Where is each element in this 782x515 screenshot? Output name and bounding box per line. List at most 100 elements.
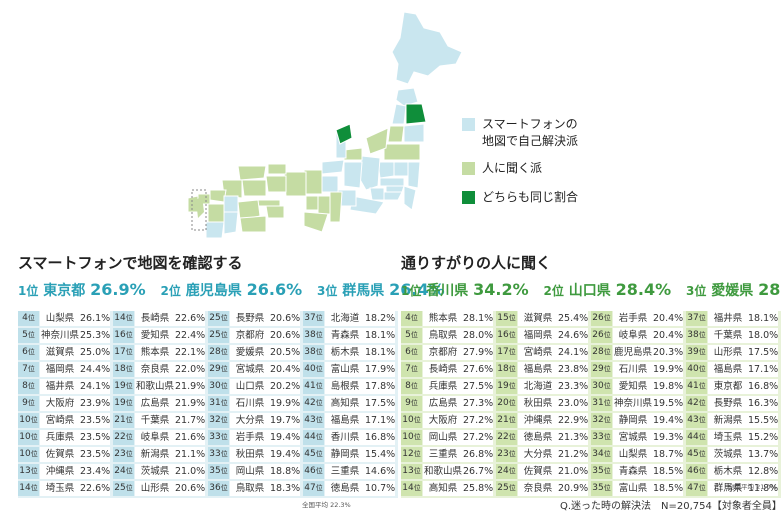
percentage-value: 17.5% [748,345,779,360]
rank-badge: 32位 [208,413,229,428]
prefecture-name: 佐賀県 [40,447,80,462]
ranking-column: 25位 長野県 20.6% 25位 京都府 20.6% 28位 愛媛県 20.5% 29位 宮城県 2… [208,311,300,498]
prefecture-name: 埼玉県 [708,430,748,445]
percentage-value: 27.3% [463,396,494,411]
ranking-row: 19位 和歌山県 21.9% [113,379,205,394]
national-average-ask-people: 全国平均 21.0% [728,483,777,491]
percentage-value: 25.0% [80,345,111,360]
rank-badge: 45位 [686,447,707,462]
ranking-column: 14位 長崎県 22.6% 16位 愛知県 22.4% 17位 熊本県 22.1% 18位 奈良県 2… [113,311,205,498]
ranking-row: 42位 長野県 16.3% [686,396,778,411]
prefecture-name: 和歌山県 [423,464,463,479]
rank-badge: 40位 [686,362,707,377]
percentage-value: 18.1% [365,345,396,360]
percentage-value: 27.9% [463,345,494,360]
percentage-value: 21.3% [558,430,589,445]
ranking-row: 22位 岐阜県 21.6% [113,430,205,445]
percentage-value: 24.1% [80,379,111,394]
percentage-value: 14.6% [365,464,396,479]
prefecture-name: 愛知県 [613,379,653,394]
percentage-value: 24.6% [558,328,589,343]
rank-badge: 7位 [401,362,422,377]
prefecture-name: 大分県 [518,447,558,462]
survey-footnote: Q.迷った時の解決法 N=20,754【対象者全員】 [560,501,782,512]
prefecture-name: 大分県 [230,413,270,428]
ranking-row: 17位 熊本県 22.1% [113,345,205,360]
map-tokyo [385,185,405,193]
rank-badge: 35位 [591,464,612,479]
rank-badge: 19位 [113,379,134,394]
prefecture-name: 宮城県 [613,430,653,445]
top1: 1位 香川県 34.2% [401,280,529,299]
rank-badge: 5位 [18,328,39,343]
ranking-row: 18位 福島県 23.8% [496,362,588,377]
percentage-value: 23.0% [558,396,589,411]
rank-badge: 10位 [18,430,39,445]
percentage-value: 28.0% [463,328,494,343]
percentage-value: 18.1% [748,311,779,326]
prefecture-name: 北海道 [518,379,558,394]
percentage-value: 20.4% [653,311,684,326]
percentage-value: 20.3% [653,345,684,360]
prefecture-name: 大阪府 [423,413,463,428]
ranking-row: 22位 徳島県 21.3% [496,430,588,445]
rank-badge: 18位 [113,362,134,377]
percentage-value: 17.1% [748,362,779,377]
rank-badge: 44位 [686,430,707,445]
ranking-row: 37位 北海道 18.2% [303,311,395,326]
prefecture-name: 神奈川県 [613,396,653,411]
rank-badge: 15位 [496,311,517,326]
ranking-row: 4位 山梨県 26.1% [18,311,110,326]
percentage-value: 23.5% [80,430,111,445]
ranking-column: 4位 熊本県 28.1% 5位 鳥取県 28.0% 6位 京都府 27.9% 7位 長崎県 27.6%… [401,311,493,498]
ranking-column: 37位 福井県 18.1% 38位 千葉県 18.0% 39位 山形県 17.5% 40位 福島県 1… [686,311,778,498]
rank-badge: 30位 [591,379,612,394]
map-niigata [365,127,389,155]
ranking-row: 16位 福岡県 24.6% [496,328,588,343]
ranking-row: 25位 長野県 20.6% [208,311,300,326]
rank-badge: 21位 [496,413,517,428]
prefecture-name: 鹿児島県 [613,345,653,360]
map-toyama [343,147,363,161]
rank-badge: 25位 [113,481,134,496]
ranking-row: 44位 香川県 16.8% [303,430,395,445]
rank-badge: 19位 [496,379,517,394]
ranking-row: 41位 東京都 16.8% [686,379,778,394]
japan-prefecture-map [187,11,463,239]
map-shimane [237,165,267,181]
map-fukui [321,159,345,175]
rank-badge: 41位 [303,379,324,394]
ranking-row: 31位 神奈川県 19.5% [591,396,683,411]
legend-swatch-blue [462,118,475,131]
prefecture-name: 兵庫県 [40,430,80,445]
rank-badge: 41位 [686,379,707,394]
percentage-value: 26.8% [463,447,494,462]
ranking-row: 5位 鳥取県 28.0% [401,328,493,343]
prefecture-name: 北海道 [325,311,365,326]
percentage-value: 12.8% [748,464,779,479]
percentage-value: 21.6% [175,430,206,445]
prefecture-name: 長崎県 [423,362,463,377]
rank-badge: 24位 [113,464,134,479]
rank-badge: 47位 [303,481,324,496]
rank-badge: 10位 [18,413,39,428]
percentage-value: 17.8% [365,379,396,394]
percentage-value: 21.0% [558,464,589,479]
prefecture-name: 長野県 [230,311,270,326]
rank-badge: 8位 [401,379,422,394]
prefecture-name: 高知県 [325,396,365,411]
prefecture-name: 福島県 [518,362,558,377]
rank-badge: 25位 [208,311,229,326]
ranking-row: 21位 千葉県 21.7% [113,413,205,428]
ranking-row: 29位 宮城県 20.4% [208,362,300,377]
percentage-value: 19.3% [653,430,684,445]
percentage-value: 27.2% [463,430,494,445]
prefecture-name: 三重県 [325,464,365,479]
prefecture-name: 滋賀県 [40,345,80,360]
ranking-row: 10位 宮崎県 23.5% [18,413,110,428]
percentage-value: 20.6% [175,481,206,496]
percentage-value: 28.1% [463,311,494,326]
ranking-row: 19位 広島県 21.9% [113,396,205,411]
rank-badge: 30位 [208,379,229,394]
map-kagawa [257,199,281,207]
